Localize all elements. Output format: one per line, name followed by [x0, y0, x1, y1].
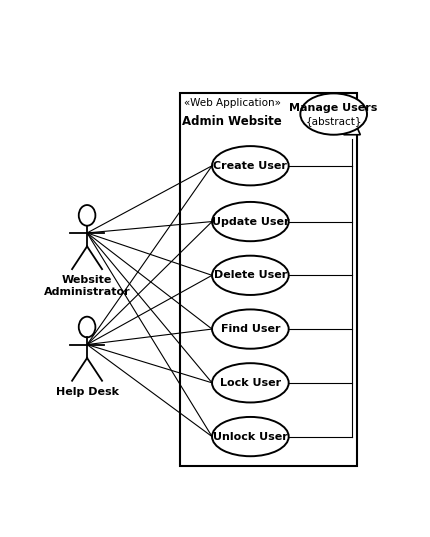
Text: «Web Application»: «Web Application»	[184, 98, 280, 107]
Text: Help Desk: Help Desk	[55, 387, 119, 397]
Ellipse shape	[212, 146, 289, 185]
Ellipse shape	[300, 93, 367, 135]
Text: Find User: Find User	[221, 324, 280, 334]
FancyBboxPatch shape	[181, 93, 357, 466]
Ellipse shape	[212, 256, 289, 295]
Ellipse shape	[212, 309, 289, 349]
Text: Manage Users: Manage Users	[289, 103, 378, 113]
Text: Website
Administrator: Website Administrator	[44, 275, 130, 297]
Ellipse shape	[212, 202, 289, 241]
Polygon shape	[344, 116, 360, 135]
Ellipse shape	[212, 363, 289, 402]
Text: Update User: Update User	[212, 216, 289, 227]
Text: Admin Website: Admin Website	[182, 115, 282, 128]
Text: Lock User: Lock User	[220, 378, 281, 388]
Text: Delete User: Delete User	[214, 270, 287, 280]
Ellipse shape	[212, 417, 289, 456]
Text: {abstract}: {abstract}	[305, 117, 362, 127]
Text: Unlock User: Unlock User	[213, 432, 288, 441]
Text: Create User: Create User	[213, 161, 287, 171]
